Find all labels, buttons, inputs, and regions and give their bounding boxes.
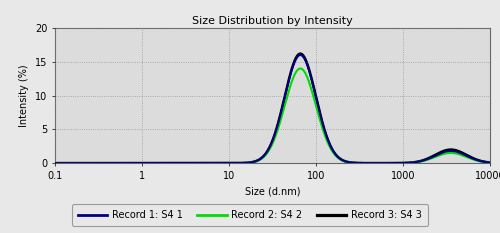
Record 3: S4 3: (13.6, 0.0114): S4 3: (13.6, 0.0114) xyxy=(238,162,244,164)
Record 1: S4 1: (8.27, 5.53e-05): S4 1: (8.27, 5.53e-05) xyxy=(219,162,225,164)
Title: Size Distribution by Intensity: Size Distribution by Intensity xyxy=(192,16,353,26)
Record 3: S4 3: (2.32e+03, 1.18): S4 3: (2.32e+03, 1.18) xyxy=(432,154,438,157)
Record 1: S4 1: (0.372, 1.91e-33): S4 1: (0.372, 1.91e-33) xyxy=(102,162,107,164)
Record 3: S4 3: (8.27, 5.6e-05): S4 3: (8.27, 5.6e-05) xyxy=(219,162,225,164)
Record 3: S4 3: (1e+04, 0.0879): S4 3: (1e+04, 0.0879) xyxy=(487,161,493,164)
Record 1: S4 1: (8e+03, 0.262): S4 1: (8e+03, 0.262) xyxy=(478,160,484,163)
Record 2: S4 2: (8.27, 4.84e-05): S4 2: (8.27, 4.84e-05) xyxy=(219,162,225,164)
Record 3: S4 3: (0.1, 8.16e-53): S4 3: (0.1, 8.16e-53) xyxy=(52,162,58,164)
Record 3: S4 3: (8e+03, 0.291): S4 3: (8e+03, 0.291) xyxy=(478,160,484,163)
Record 1: S4 1: (1e+04, 0.0791): S4 1: (1e+04, 0.0791) xyxy=(487,161,493,164)
Record 1: S4 1: (0.1, 8.06e-53): S4 1: (0.1, 8.06e-53) xyxy=(52,162,58,164)
Line: Record 2: S4 2: Record 2: S4 2 xyxy=(55,69,490,163)
Record 2: S4 2: (0.372, 1.67e-33): S4 2: (0.372, 1.67e-33) xyxy=(102,162,107,164)
Record 2: S4 2: (1e+04, 0.0659): S4 2: (1e+04, 0.0659) xyxy=(487,161,493,164)
Line: Record 1: S4 1: Record 1: S4 1 xyxy=(55,55,490,163)
Record 1: S4 1: (2.32e+03, 1.06): S4 1: (2.32e+03, 1.06) xyxy=(432,154,438,157)
Record 2: S4 2: (13.6, 0.00983): S4 2: (13.6, 0.00983) xyxy=(238,162,244,164)
Record 3: S4 3: (66, 16.2): S4 3: (66, 16.2) xyxy=(298,52,304,55)
Record 3: S4 3: (0.736, 4.42e-25): S4 3: (0.736, 4.42e-25) xyxy=(128,162,134,164)
Line: Record 3: S4 3: Record 3: S4 3 xyxy=(55,54,490,163)
Record 2: S4 2: (8e+03, 0.219): S4 2: (8e+03, 0.219) xyxy=(478,160,484,163)
Record 2: S4 2: (0.1, 7.06e-53): S4 2: (0.1, 7.06e-53) xyxy=(52,162,58,164)
Legend: Record 1: S4 1, Record 2: S4 2, Record 3: S4 3: Record 1: S4 1, Record 2: S4 2, Record 3… xyxy=(72,204,428,226)
Record 2: S4 2: (66, 14): S4 2: (66, 14) xyxy=(298,67,304,70)
Record 2: S4 2: (0.736, 3.82e-25): S4 2: (0.736, 3.82e-25) xyxy=(128,162,134,164)
Record 2: S4 2: (2.32e+03, 0.883): S4 2: (2.32e+03, 0.883) xyxy=(432,156,438,158)
Y-axis label: Intensity (%): Intensity (%) xyxy=(20,64,30,127)
Record 1: S4 1: (0.736, 4.36e-25): S4 1: (0.736, 4.36e-25) xyxy=(128,162,134,164)
Record 3: S4 3: (0.372, 1.93e-33): S4 3: (0.372, 1.93e-33) xyxy=(102,162,107,164)
X-axis label: Size (d.nm): Size (d.nm) xyxy=(245,186,300,196)
Record 1: S4 1: (13.6, 0.0112): S4 1: (13.6, 0.0112) xyxy=(238,162,244,164)
Record 1: S4 1: (66, 16): S4 1: (66, 16) xyxy=(298,54,304,56)
